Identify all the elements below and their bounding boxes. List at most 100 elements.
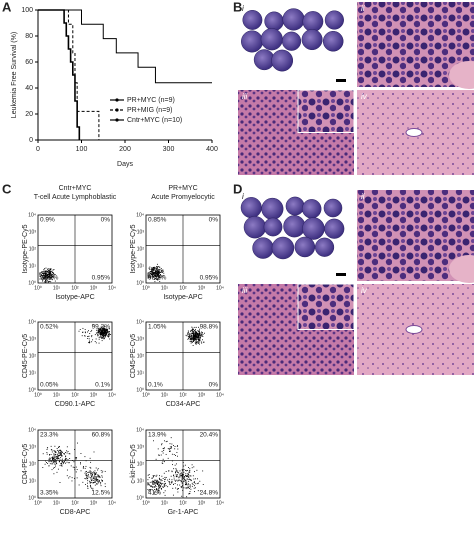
event-dot: [51, 276, 53, 278]
event-dot: [197, 333, 198, 335]
event-dot: [191, 467, 193, 469]
event-dot: [199, 331, 200, 333]
quadrant-percent: 0%: [209, 217, 219, 224]
vessel: [405, 128, 423, 137]
event-dot: [49, 273, 50, 275]
event-dot: [52, 271, 54, 273]
event-dot: [104, 470, 106, 472]
event-dot: [65, 456, 67, 457]
y-tick-label: 10⁴: [136, 212, 144, 218]
event-dot: [53, 467, 54, 469]
event-dot: [170, 482, 172, 484]
event-dot: [156, 276, 158, 278]
event-dot: [55, 451, 57, 453]
cell: [281, 31, 302, 51]
event-dot: [174, 479, 176, 481]
y-tick-label: 10²: [137, 246, 145, 252]
event-dot: [157, 266, 159, 268]
event-dot: [45, 275, 46, 277]
event-dot: [180, 472, 182, 474]
event-dot: [95, 332, 97, 334]
cell: [271, 236, 295, 260]
event-dot: [102, 332, 104, 333]
event-dot: [91, 472, 93, 474]
y-tick-label: 10¹: [137, 263, 145, 269]
event-dot: [62, 463, 64, 465]
event-dot: [104, 336, 106, 338]
event-dot: [59, 449, 61, 451]
event-dot: [153, 273, 155, 275]
event-dot: [75, 466, 77, 468]
micrograph-inset: [297, 283, 355, 330]
event-dot: [181, 469, 183, 471]
y-tick-label: 10³: [29, 229, 37, 235]
event-dot: [42, 278, 44, 280]
event-dot: [188, 333, 190, 335]
event-dot: [167, 479, 169, 481]
event-dot: [56, 456, 58, 458]
event-dot: [92, 324, 94, 326]
event-dot: [195, 334, 196, 336]
event-dot: [171, 479, 173, 481]
event-dot: [193, 485, 195, 487]
event-dot: [66, 461, 68, 463]
event-dot: [194, 330, 196, 332]
event-dot: [80, 463, 82, 465]
event-dot: [45, 270, 47, 272]
event-dot: [64, 462, 66, 464]
event-dot: [48, 275, 50, 277]
event-dot: [47, 274, 48, 276]
event-dot: [101, 328, 103, 330]
event-dot: [192, 337, 194, 339]
event-dot: [162, 452, 164, 454]
event-dot: [176, 445, 178, 447]
event-dot: [154, 275, 156, 277]
event-dot: [53, 473, 55, 475]
event-dot: [94, 476, 96, 478]
event-dot: [162, 477, 164, 479]
event-dot: [47, 280, 48, 282]
event-dot: [194, 334, 195, 336]
event-dot: [152, 486, 153, 488]
event-dot: [160, 268, 162, 269]
event-dot: [62, 461, 64, 463]
event-dot: [64, 459, 66, 461]
event-dot: [175, 463, 177, 465]
event-dot: [60, 453, 62, 455]
event-dot: [101, 340, 103, 342]
event-dot: [172, 445, 174, 446]
event-dot: [162, 486, 163, 488]
event-dot: [191, 482, 193, 484]
tissue-feature: [449, 255, 474, 283]
event-dot: [158, 487, 160, 489]
event-dot: [162, 458, 164, 460]
x-tick-label: 10¹: [161, 285, 169, 291]
event-dot: [170, 475, 172, 477]
event-dot: [151, 477, 153, 479]
event-dot: [97, 330, 99, 332]
event-dot: [43, 277, 45, 279]
event-dot: [184, 483, 186, 485]
event-dot: [74, 449, 76, 450]
event-dot: [154, 275, 156, 277]
event-dot: [47, 268, 49, 270]
event-dot: [152, 274, 153, 276]
event-dot: [154, 277, 156, 279]
event-dot: [187, 333, 189, 335]
event-dot: [94, 473, 96, 474]
event-dot: [156, 490, 158, 492]
event-dot: [183, 471, 185, 473]
event-dot: [62, 458, 63, 460]
event-dot: [100, 329, 102, 331]
event-dot: [43, 269, 45, 271]
event-dot: [84, 483, 86, 485]
event-dot: [158, 484, 160, 486]
event-dot: [185, 488, 187, 490]
event-dot: [157, 485, 159, 487]
event-dot: [51, 449, 53, 451]
event-dot: [175, 480, 177, 482]
event-dot: [152, 486, 154, 488]
event-dot: [149, 485, 151, 487]
event-dot: [189, 486, 191, 488]
event-dot: [95, 338, 97, 340]
